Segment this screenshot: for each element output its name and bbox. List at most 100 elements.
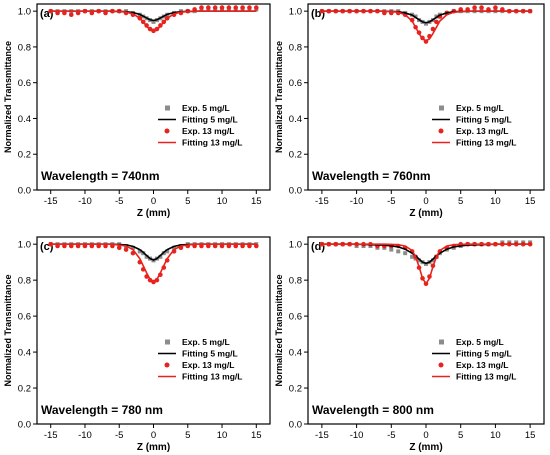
x-tick-label: 10 xyxy=(217,430,228,441)
legend-square-marker xyxy=(165,339,170,345)
legend-entry: Exp. 5 mg/L xyxy=(439,103,504,113)
fit-line xyxy=(321,243,531,285)
plot-frame xyxy=(307,3,545,191)
x-tick-label: -15 xyxy=(44,196,58,207)
plot-frame xyxy=(36,236,271,425)
x-tick-label: 0 xyxy=(423,196,428,207)
y-tick-label: 0.0 xyxy=(289,420,302,431)
chart-panel-a: -15 -10 -5 0 5 10 15 0.0 0.2 0.4 0.6 0.8 1.0 Z (mm) No… xyxy=(3,3,271,219)
x-tick-label: 5 xyxy=(458,196,463,207)
data-point xyxy=(226,5,232,10)
data-point xyxy=(212,5,218,10)
x-tick-label: 0 xyxy=(151,430,156,441)
data-point xyxy=(206,5,211,10)
x-axis-label: Z (mm) xyxy=(409,208,442,219)
wavelength-annotation: Wavelength = 760nm xyxy=(312,169,431,183)
y-axis-label: Normalized Transmittance xyxy=(274,41,284,153)
y-tick-label: 0.0 xyxy=(289,186,302,197)
y-tick-label: 0.8 xyxy=(18,276,31,287)
y-tick-label: 0.4 xyxy=(289,114,302,125)
x-tick-label: -5 xyxy=(115,430,123,441)
legend-entry: Exp. 13 mg/L xyxy=(438,360,508,370)
series-1 xyxy=(50,243,257,261)
legend-label: Exp. 13 mg/L xyxy=(182,360,234,370)
x-axis-label: Z (mm) xyxy=(409,442,442,453)
legend-circle-marker xyxy=(164,362,170,368)
series-3 xyxy=(50,10,257,32)
y-tick-label: 1.0 xyxy=(18,7,31,18)
x-tick-label: 10 xyxy=(490,430,501,441)
fit-line xyxy=(50,10,257,22)
legend-label: Fitting 13 mg/L xyxy=(182,372,242,382)
legend-entry: Fitting 5 mg/L xyxy=(432,115,512,125)
x-tick-label: -10 xyxy=(350,430,364,441)
y-tick-label: 0.8 xyxy=(18,42,31,53)
x-tick-label: 5 xyxy=(185,430,190,441)
y-axis-label: Normalized Transmittance xyxy=(3,274,13,386)
legend-entry: Fitting 13 mg/L xyxy=(432,138,516,148)
series-1 xyxy=(321,10,531,24)
data-point xyxy=(479,5,484,10)
x-axis-label: Z (mm) xyxy=(137,208,170,219)
legend-label: Exp. 5 mg/L xyxy=(182,103,230,113)
legend-label: Fitting 5 mg/L xyxy=(456,115,512,125)
legend-entry: Fitting 5 mg/L xyxy=(158,115,238,125)
legend-square-marker xyxy=(165,105,170,111)
data-point xyxy=(434,19,439,25)
x-tick-label: -5 xyxy=(115,196,123,207)
series-1 xyxy=(50,10,257,22)
legend-square-marker xyxy=(439,339,444,345)
y-tick-label: 0.4 xyxy=(289,348,302,359)
x-tick-label: 10 xyxy=(490,196,501,207)
data-point xyxy=(389,247,394,252)
series-3 xyxy=(50,243,257,283)
fit-line xyxy=(50,10,257,32)
legend-entry: Exp. 13 mg/L xyxy=(438,126,508,136)
y-axis-label: Normalized Transmittance xyxy=(274,274,284,386)
legend-entry: Exp. 13 mg/L xyxy=(164,360,234,370)
y-tick-label: 1.0 xyxy=(289,240,302,251)
x-tick-label: -5 xyxy=(387,196,395,207)
series-0 xyxy=(48,7,259,24)
legend-entry: Exp. 13 mg/L xyxy=(164,126,234,136)
legend-label: Exp. 5 mg/L xyxy=(182,337,230,347)
data-point xyxy=(410,254,415,259)
legend-label: Fitting 13 mg/L xyxy=(456,138,516,148)
y-tick-label: 0.4 xyxy=(18,348,31,359)
data-point xyxy=(219,5,225,10)
legend-square-marker xyxy=(439,105,444,111)
legend-circle-marker xyxy=(438,362,444,368)
legend-label: Exp. 13 mg/L xyxy=(456,126,508,136)
series-3 xyxy=(321,243,531,285)
y-tick-label: 0.4 xyxy=(18,114,31,125)
x-tick-label: 0 xyxy=(423,430,428,441)
data-point xyxy=(253,5,259,10)
y-axis-label: Normalized Transmittance xyxy=(3,41,13,153)
x-tick-label: -10 xyxy=(350,196,364,207)
x-tick-label: 15 xyxy=(525,430,536,441)
data-point xyxy=(233,5,239,10)
chart-panel-c: -15 -10 -5 0 5 10 15 0.0 0.2 0.4 0.6 0.8 1.0 Z (mm) No… xyxy=(3,236,271,453)
y-tick-label: 0.2 xyxy=(18,384,31,395)
fit-line xyxy=(321,243,531,265)
data-point xyxy=(123,247,129,252)
x-tick-label: 15 xyxy=(251,196,262,207)
data-point xyxy=(199,5,204,10)
x-tick-label: -15 xyxy=(315,196,329,207)
y-tick-label: 0.6 xyxy=(18,312,31,323)
x-axis-label: Z (mm) xyxy=(137,442,170,453)
y-tick-label: 0.6 xyxy=(18,78,31,89)
data-point xyxy=(493,5,498,10)
data-point xyxy=(247,5,252,10)
legend-entry: Exp. 5 mg/L xyxy=(439,337,504,347)
x-tick-label: 5 xyxy=(458,430,463,441)
data-point xyxy=(396,249,401,254)
x-tick-label: -10 xyxy=(78,430,92,441)
y-tick-label: 0.2 xyxy=(18,150,31,161)
data-point xyxy=(130,245,135,250)
data-point xyxy=(472,5,477,10)
data-point xyxy=(430,258,435,263)
legend-entry: Fitting 13 mg/L xyxy=(158,138,242,148)
chart-panel-b: -15 -10 -5 0 5 10 15 0.0 0.2 0.4 0.6 0.8 1.0 Z (mm) No… xyxy=(274,3,545,219)
legend-entry: Fitting 13 mg/L xyxy=(432,372,516,382)
